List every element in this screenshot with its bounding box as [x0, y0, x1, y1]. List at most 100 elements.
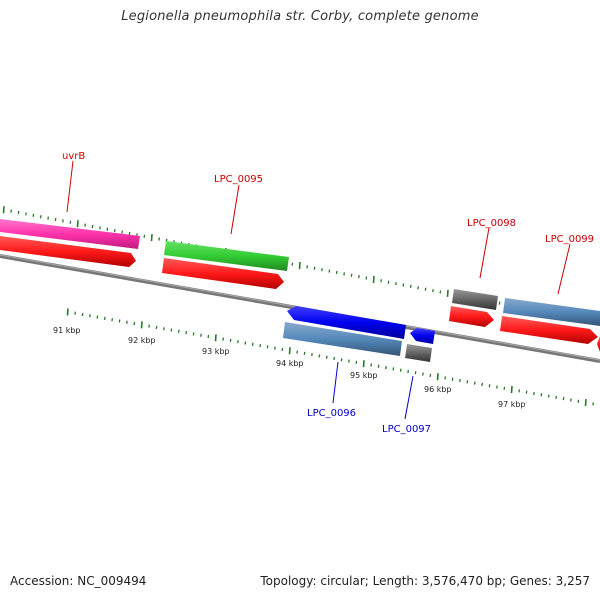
label-LPC_0095[interactable]: LPC_0095 [214, 174, 263, 185]
minor-tick [170, 328, 173, 332]
minor-tick [74, 311, 77, 315]
minor-tick [313, 266, 316, 270]
minor-tick [340, 358, 343, 362]
minor-tick [592, 402, 595, 406]
minor-tick [407, 369, 410, 374]
minor-tick [325, 355, 328, 359]
minor-tick [303, 351, 306, 355]
minor-tick [417, 286, 420, 290]
minor-tick [577, 399, 580, 403]
minor-tick [321, 268, 323, 272]
minor-tick [244, 341, 247, 345]
minor-tick [163, 327, 165, 331]
minor-tick [121, 230, 124, 234]
minor-tick [328, 269, 331, 273]
label-LPC_0097[interactable]: LPC_0097 [382, 424, 431, 435]
label-LPC_0098[interactable]: LPC_0098 [467, 218, 516, 229]
leader-LPC_0099 [557, 243, 571, 295]
major-tick [362, 360, 365, 368]
minor-tick [281, 347, 284, 352]
minor-tick [424, 287, 427, 291]
minor-tick [422, 372, 424, 376]
cds-arrow-LPC_0099[interactable] [500, 316, 598, 344]
minor-tick [177, 329, 180, 333]
leader-LPC_0095 [230, 184, 240, 235]
label-LPC_0099[interactable]: LPC_0099 [545, 234, 594, 245]
minor-tick [444, 376, 447, 380]
minor-tick [540, 393, 543, 397]
minor-tick [274, 346, 276, 350]
minor-tick [399, 368, 402, 372]
minor-tick [266, 345, 269, 349]
minor-tick [377, 364, 380, 368]
minor-tick [133, 321, 136, 326]
minor-tick [429, 373, 432, 377]
minor-tick [385, 365, 387, 370]
label-LPC_0096[interactable]: LPC_0096 [307, 408, 356, 419]
minor-tick [395, 282, 397, 286]
minor-tick [148, 324, 151, 328]
minor-tick [69, 220, 72, 224]
scale-label-92kbp: 92 kbp [128, 336, 156, 345]
minor-tick [343, 272, 346, 276]
leader-LPC_0097 [404, 375, 414, 420]
cds-arrow-next[interactable] [597, 336, 600, 352]
minor-tick [89, 314, 91, 318]
major-tick [140, 321, 143, 329]
minor-tick [39, 215, 42, 219]
gene-LPC_0099[interactable] [503, 298, 600, 326]
gene-LPC_0095[interactable] [164, 241, 289, 271]
scale-label-96kbp: 96 kbp [424, 385, 452, 394]
minor-tick [91, 224, 94, 229]
minor-tick [348, 359, 350, 363]
gene-LPC_0096[interactable] [283, 322, 402, 356]
gene-LPC_0097[interactable] [405, 344, 432, 362]
minor-tick [432, 288, 434, 293]
minor-tick [547, 394, 550, 398]
minor-tick [32, 213, 35, 217]
major-tick [2, 206, 5, 214]
minor-tick [62, 219, 64, 223]
minor-tick [414, 371, 417, 375]
gene-uvrB[interactable] [0, 219, 140, 249]
minor-tick [291, 262, 294, 266]
minor-tick [47, 216, 50, 220]
cds-arrow-uvrB[interactable] [0, 236, 136, 267]
minor-tick [81, 312, 84, 317]
minor-tick [106, 227, 109, 231]
tick-marks-inner [66, 308, 595, 407]
minor-tick [251, 342, 254, 346]
minor-tick [570, 398, 572, 402]
minor-tick [439, 290, 442, 294]
minor-tick [126, 320, 128, 324]
minor-tick [207, 334, 210, 339]
label-uvrB[interactable]: uvrB [62, 151, 85, 162]
gene-LPC_0098[interactable] [452, 289, 498, 310]
major-tick [288, 347, 291, 355]
minor-tick [306, 265, 309, 269]
major-tick [298, 261, 301, 270]
cds-arrow-LPC_0095[interactable] [162, 258, 284, 289]
major-tick [584, 398, 587, 407]
minor-tick [333, 356, 336, 361]
minor-tick [459, 378, 461, 383]
minor-tick [99, 226, 101, 230]
minor-tick [84, 223, 87, 227]
minor-tick [392, 367, 395, 371]
major-tick [214, 334, 217, 342]
minor-tick [155, 325, 158, 330]
minor-tick [518, 389, 521, 393]
minor-tick [17, 210, 20, 215]
minor-tick [259, 343, 262, 348]
gene-LPC_0097-arrow[interactable] [410, 328, 435, 344]
minor-tick [128, 231, 131, 236]
minor-tick [355, 360, 358, 365]
major-tick [66, 308, 69, 316]
genome-summary-text: Topology: circular; Length: 3,576,470 bp… [260, 574, 590, 588]
gene-LPC_0096-arrow[interactable] [287, 306, 406, 339]
major-tick [446, 289, 449, 297]
cds-arrow-LPC_0098[interactable] [449, 306, 494, 327]
minor-tick [335, 270, 338, 275]
minor-tick [496, 385, 498, 389]
